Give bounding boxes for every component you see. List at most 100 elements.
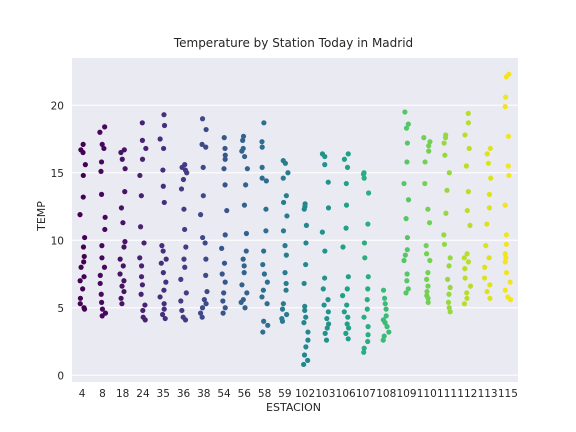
data-point — [465, 120, 472, 126]
data-point — [142, 302, 148, 308]
data-point — [159, 243, 165, 249]
data-point — [203, 272, 209, 278]
data-point — [422, 180, 428, 187]
data-point — [340, 293, 346, 299]
data-point — [264, 279, 270, 285]
x-tick-label: 58 — [258, 388, 271, 400]
data-point — [240, 137, 246, 143]
data-point — [80, 194, 86, 200]
data-point — [502, 287, 508, 293]
data-point — [122, 166, 128, 172]
data-point — [465, 189, 472, 195]
data-point — [121, 244, 127, 250]
data-point — [303, 222, 310, 228]
data-point — [380, 287, 387, 293]
data-point — [98, 191, 105, 197]
data-point — [240, 133, 247, 139]
data-point — [462, 266, 468, 272]
data-point — [345, 314, 351, 320]
data-point — [502, 259, 508, 265]
data-point — [118, 149, 124, 156]
data-point — [120, 263, 126, 269]
data-point — [401, 180, 407, 187]
data-point — [487, 282, 493, 288]
data-point — [340, 244, 346, 250]
data-point — [260, 287, 266, 293]
data-point — [324, 325, 330, 331]
series-station-110 — [421, 135, 433, 305]
data-point — [203, 301, 209, 307]
data-point — [502, 251, 508, 257]
data-point — [341, 309, 347, 315]
data-point — [325, 309, 331, 315]
data-point — [97, 129, 103, 135]
data-point — [80, 286, 86, 292]
data-point — [465, 110, 471, 116]
series-station-59 — [279, 158, 291, 324]
data-point — [282, 270, 288, 276]
data-point — [139, 282, 146, 288]
data-point — [137, 255, 143, 261]
x-tick-label: 18 — [116, 388, 129, 400]
data-point — [199, 305, 206, 311]
data-point — [503, 270, 510, 276]
data-point — [305, 329, 311, 335]
data-point — [383, 313, 389, 319]
x-tick-label: 108 — [376, 388, 396, 400]
data-point — [161, 122, 168, 129]
data-point — [265, 322, 271, 328]
data-point — [486, 205, 492, 211]
data-point — [81, 306, 88, 312]
data-point — [487, 295, 493, 301]
series-station-58 — [259, 120, 271, 335]
x-tick-label: 54 — [217, 388, 231, 400]
data-point — [119, 301, 125, 307]
data-point — [425, 295, 431, 301]
data-point — [160, 270, 166, 276]
data-point — [361, 314, 367, 320]
data-point — [178, 298, 184, 304]
data-point — [244, 290, 250, 296]
data-point — [77, 295, 84, 301]
data-point — [280, 301, 286, 307]
data-point — [404, 278, 410, 284]
data-point — [82, 234, 88, 241]
data-point — [301, 352, 308, 358]
data-point — [161, 301, 167, 307]
data-point — [462, 275, 468, 281]
data-point — [343, 202, 350, 208]
series-station-112 — [461, 110, 474, 307]
data-point — [301, 280, 307, 287]
series-station-109 — [401, 109, 412, 296]
data-point — [219, 271, 225, 277]
data-points — [77, 71, 514, 368]
data-point — [465, 259, 472, 265]
data-point — [102, 226, 108, 233]
data-point — [260, 261, 266, 268]
data-point — [324, 315, 330, 322]
data-point — [382, 301, 388, 307]
data-point — [222, 156, 228, 162]
data-point — [507, 279, 513, 285]
data-point — [204, 288, 210, 295]
data-point — [486, 191, 493, 197]
data-point — [384, 324, 390, 330]
data-point — [279, 318, 286, 324]
data-point — [343, 180, 349, 187]
data-point — [122, 239, 128, 245]
data-point — [243, 182, 249, 188]
data-point — [161, 199, 167, 206]
data-point — [220, 310, 226, 316]
data-point — [161, 287, 167, 293]
series-station-54 — [219, 135, 230, 316]
data-point — [488, 175, 494, 181]
data-point — [81, 274, 87, 280]
data-point — [181, 256, 187, 262]
data-point — [382, 320, 388, 326]
data-point — [161, 306, 167, 312]
data-point — [303, 344, 309, 350]
data-point — [160, 183, 166, 189]
data-point — [405, 121, 411, 127]
series-station-113 — [481, 145, 494, 301]
